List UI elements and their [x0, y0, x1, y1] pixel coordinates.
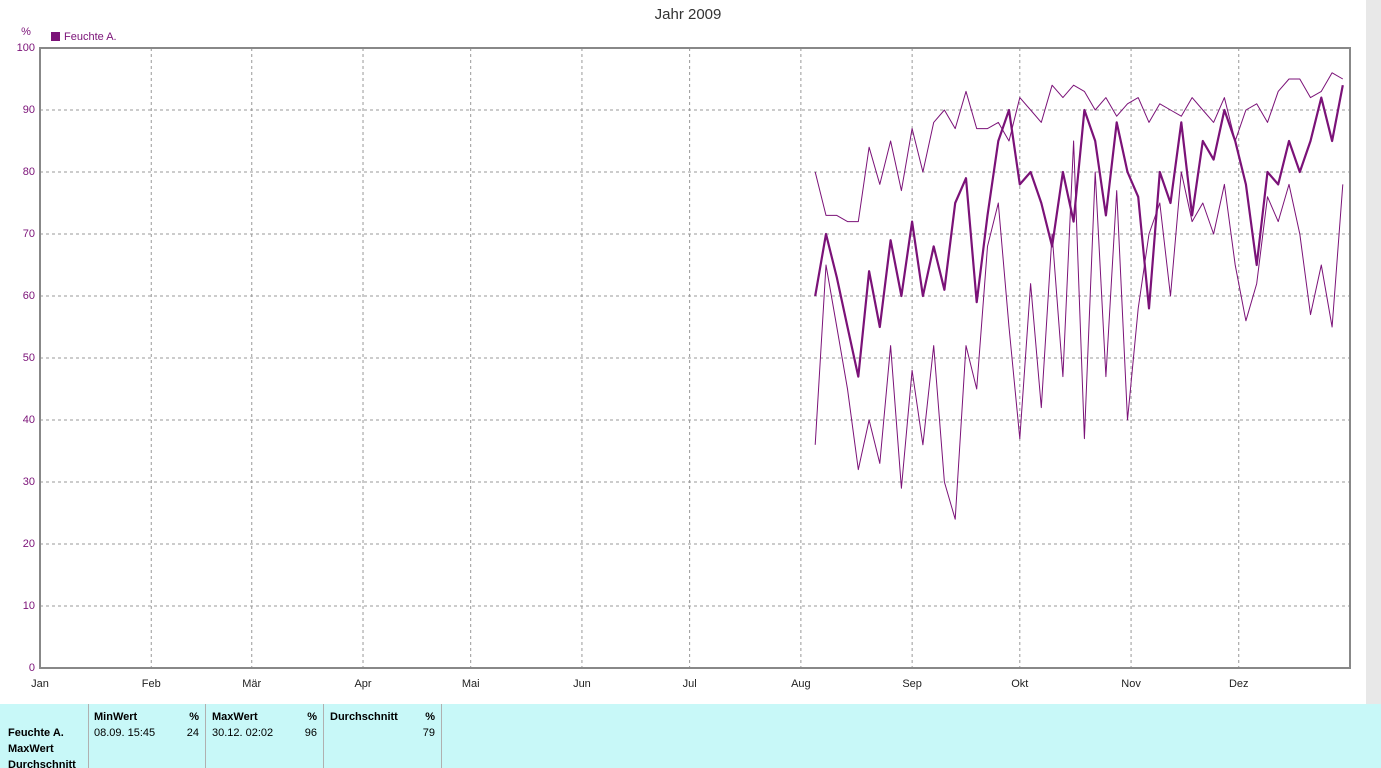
row-label: MaxWert: [8, 743, 54, 755]
y-tick-label: 100: [17, 42, 35, 54]
stat-col: MaxWert % 30.12. 02:02 96: [206, 704, 324, 768]
y-tick-label: 70: [23, 228, 35, 240]
legend-label: Feuchte A.: [64, 31, 117, 43]
stat-value: 96: [304, 727, 317, 739]
col-header: MinWert: [94, 711, 138, 723]
x-tick-label: Jul: [683, 678, 697, 690]
stat-time: 08.09. 15:45: [94, 727, 156, 739]
stat-value: 79: [422, 727, 435, 739]
stat-value: 24: [186, 727, 199, 739]
col-unit: %: [307, 711, 317, 723]
series-line: [814, 140, 1344, 520]
y-tick-label: 0: [29, 662, 35, 674]
stats-table: Feuchte A. MaxWert Durchschnitt MinWert …: [0, 704, 1381, 768]
scrollbar: [1366, 0, 1381, 704]
x-tick-label: Feb: [142, 678, 161, 690]
stat-col: Durchschnitt % 79: [324, 704, 442, 768]
x-tick-label: Apr: [354, 678, 371, 690]
y-tick-label: 30: [23, 476, 35, 488]
x-tick-label: Jun: [573, 678, 591, 690]
series-line: [814, 72, 1344, 223]
y-tick-label: 50: [23, 352, 35, 364]
y-tick-label: 20: [23, 538, 35, 550]
y-tick-label: 10: [23, 600, 35, 612]
y-tick-label: 60: [23, 290, 35, 302]
col-unit: %: [189, 711, 199, 723]
col-unit: %: [425, 711, 435, 723]
x-tick-label: Mai: [462, 678, 480, 690]
x-tick-label: Nov: [1121, 678, 1141, 690]
y-tick-label: 80: [23, 166, 35, 178]
y-unit: %: [21, 26, 31, 38]
row-label-col: Feuchte A. MaxWert Durchschnitt: [0, 704, 89, 768]
y-tick-label: 90: [23, 104, 35, 116]
x-tick-label: Okt: [1011, 678, 1028, 690]
chart-title: Jahr 2009: [655, 6, 722, 23]
row-label: Durchschnitt: [8, 759, 76, 768]
col-header: MaxWert: [212, 711, 258, 723]
stat-time: 30.12. 02:02: [212, 727, 274, 739]
legend-swatch: [51, 32, 60, 41]
x-tick-label: Sep: [902, 678, 922, 690]
stat-col: MinWert % 08.09. 15:45 24: [89, 704, 206, 768]
x-tick-label: Dez: [1229, 678, 1249, 690]
y-tick-label: 40: [23, 414, 35, 426]
col-header: Durchschnitt: [330, 711, 398, 723]
x-tick-label: Aug: [791, 678, 811, 690]
x-tick-label: Jan: [31, 678, 49, 690]
row-label: Feuchte A.: [8, 727, 64, 739]
plot-frame: [39, 47, 1351, 669]
chart: Jahr 2009 % 0 10 20 30 40 50 60 70 80 90 100 Jan Feb…: [17, 0, 1381, 704]
series-line: [814, 84, 1344, 378]
x-tick-label: Mär: [242, 678, 261, 690]
